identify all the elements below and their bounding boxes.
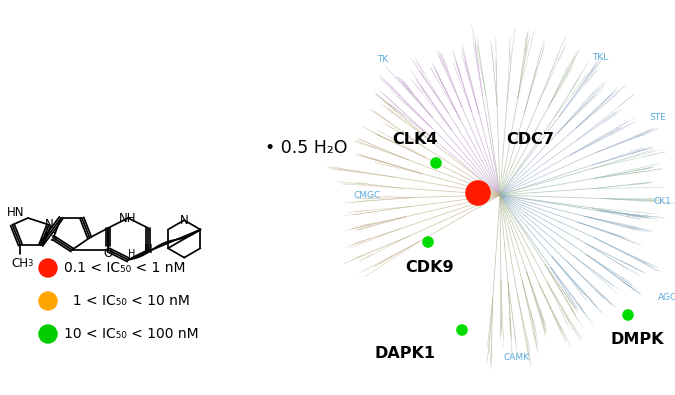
Text: CDC7: CDC7 [506,132,554,147]
Text: HN: HN [7,206,25,219]
Point [456,327,467,333]
Text: 0.1 < IC₅₀ < 1 nM: 0.1 < IC₅₀ < 1 nM [64,261,186,275]
Text: N: N [144,243,153,256]
Circle shape [39,292,57,310]
Text: TK: TK [377,56,389,64]
Text: CAMK: CAMK [503,354,529,363]
Text: CLK4: CLK4 [392,132,438,147]
Text: CK1: CK1 [653,198,671,207]
Text: DAPK1: DAPK1 [375,346,435,361]
Point [423,239,433,245]
Text: 10 < IC₅₀ < 100 nM: 10 < IC₅₀ < 100 nM [64,327,198,341]
Text: CDK9: CDK9 [406,260,454,275]
Text: O: O [104,247,113,260]
Point [472,190,483,196]
Text: S: S [50,231,57,244]
Text: AGC: AGC [658,293,675,303]
Text: CMGC: CMGC [354,190,381,199]
Text: TKL: TKL [592,53,608,62]
Text: 1 < IC₅₀ < 10 nM: 1 < IC₅₀ < 10 nM [64,294,190,308]
Circle shape [39,325,57,343]
Text: 3: 3 [28,259,33,267]
Text: N: N [180,214,188,227]
Circle shape [39,259,57,277]
Text: CH: CH [11,257,29,270]
Text: N: N [45,218,53,231]
Text: • 0.5 H₂O: • 0.5 H₂O [265,139,348,157]
Point [431,160,441,166]
Text: H: H [128,249,135,259]
Text: STE: STE [649,113,666,122]
Text: NH: NH [119,211,137,224]
Text: DMPK: DMPK [610,333,664,348]
Point [622,312,633,318]
